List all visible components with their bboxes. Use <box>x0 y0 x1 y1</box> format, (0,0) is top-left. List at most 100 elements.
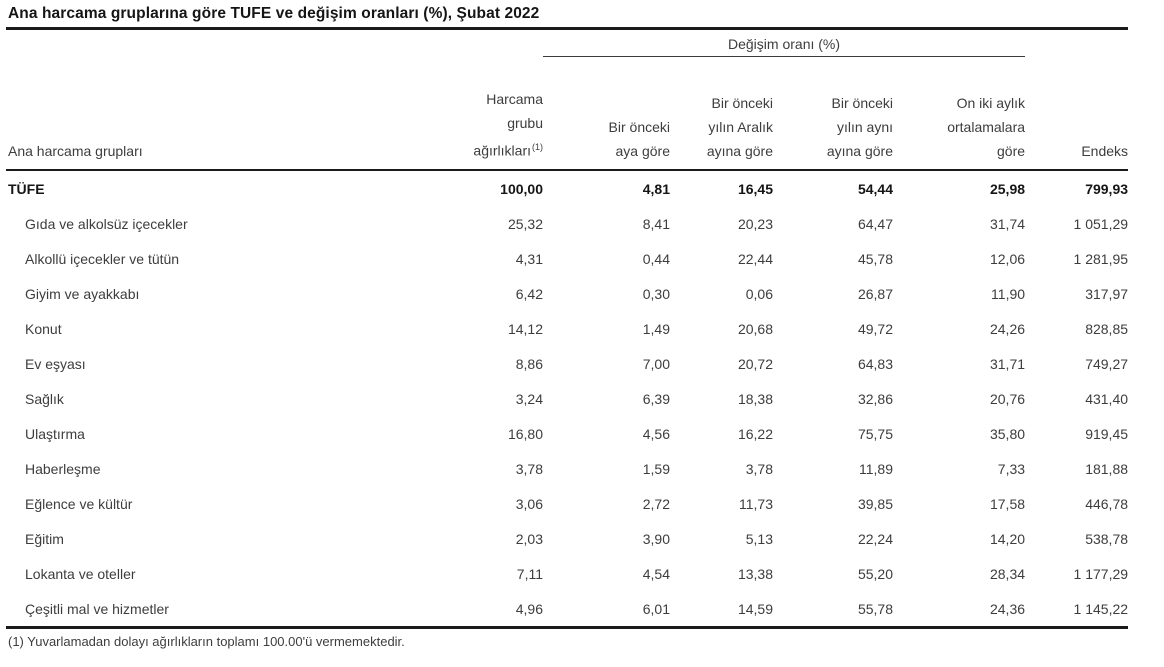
col-header-vs-december: Bir önceki yılın Aralık ayına göre <box>670 56 773 171</box>
cell-group-label: Lokanta ve oteller <box>25 565 136 582</box>
cell-vs-year-ago: 26,87 <box>857 285 893 302</box>
cell-12month-avg: 31,74 <box>989 215 1026 232</box>
group-header-spacer-left <box>6 30 543 57</box>
cell-vs-year-ago: 64,47 <box>857 215 893 232</box>
cell-12month-avg: 20,76 <box>989 390 1026 407</box>
cell-vs-year-ago: 49,72 <box>857 320 893 337</box>
cell-vs-year-ago: 75,75 <box>857 425 893 442</box>
col-header-12month-average: On iki aylık ortalamalara göre <box>893 56 1026 171</box>
table-row: Lokanta ve oteller 7,11 4,54 13,38 55,20… <box>6 556 1128 591</box>
cell-index: 317,97 <box>1085 285 1129 302</box>
cell-index: 799,93 <box>1085 180 1129 197</box>
cell-vs-december: 20,68 <box>737 320 773 337</box>
cell-index: 181,88 <box>1085 460 1129 477</box>
cell-12month-avg: 12,06 <box>989 250 1026 267</box>
cell-group-label: Konut <box>25 320 62 337</box>
cell-vs-year-ago: 45,78 <box>857 250 893 267</box>
cell-weight: 2,03 <box>515 530 543 547</box>
cell-monthly-change: 6,01 <box>642 600 670 617</box>
cell-vs-december: 16,45 <box>737 180 773 197</box>
cell-vs-december: 18,38 <box>737 390 773 407</box>
col-header-vs-year-ago: Bir önceki yılın aynı ayına göre <box>773 56 893 171</box>
col-header-index: Endeks <box>1025 56 1129 171</box>
group-header-row: Değişim oranı (%) <box>6 30 1128 57</box>
cell-monthly-change: 6,39 <box>642 390 670 407</box>
cell-vs-year-ago: 54,44 <box>857 180 893 197</box>
cell-vs-december: 22,44 <box>737 250 773 267</box>
table-row: Ev eşyası 8,86 7,00 20,72 64,83 31,71 74… <box>6 346 1128 381</box>
cell-vs-december: 5,13 <box>745 530 773 547</box>
cell-vs-december: 13,38 <box>737 565 773 582</box>
cell-group-label: Giyim ve ayakkabı <box>25 285 140 302</box>
cell-weight: 3,78 <box>515 460 543 477</box>
cell-vs-year-ago: 39,85 <box>857 495 893 512</box>
cell-12month-avg: 17,58 <box>989 495 1026 512</box>
cell-monthly-change: 4,81 <box>642 180 670 197</box>
cell-weight: 14,12 <box>507 320 543 337</box>
cell-vs-december: 0,06 <box>745 285 773 302</box>
cell-vs-year-ago: 22,24 <box>857 530 893 547</box>
cell-vs-year-ago: 32,86 <box>857 390 893 407</box>
cell-group-label: Gıda ve alkolsüz içecekler <box>25 215 188 232</box>
cell-monthly-change: 0,44 <box>642 250 670 267</box>
cell-weight: 4,96 <box>515 600 543 617</box>
cell-index: 749,27 <box>1085 355 1129 372</box>
cell-monthly-change: 1,49 <box>642 320 670 337</box>
cell-12month-avg: 11,90 <box>991 285 1026 302</box>
cell-monthly-change: 7,00 <box>642 355 670 372</box>
table-row: Eğlence ve kültür 3,06 2,72 11,73 39,85 … <box>6 486 1128 521</box>
col-header-weights-label: Harcama grubu ağırlıkları <box>473 91 543 159</box>
cell-index: 538,78 <box>1085 530 1129 547</box>
change-rate-group-header: Değişim oranı (%) <box>543 30 1026 57</box>
cell-index: 1 051,29 <box>1073 215 1129 232</box>
table-header: Değişim oranı (%) Ana harcama grupları H… <box>6 30 1129 171</box>
cell-index: 1 177,29 <box>1073 565 1129 582</box>
cell-group-label: Eğitim <box>25 530 64 547</box>
cell-weight: 6,42 <box>515 285 543 302</box>
cell-12month-avg: 24,36 <box>989 600 1026 617</box>
footnote-marker: (1) <box>532 142 543 153</box>
cell-weight: 100,00 <box>500 180 543 197</box>
cell-12month-avg: 7,33 <box>997 460 1026 477</box>
report-table-section: Ana harcama gruplarına göre TUFE ve deği… <box>6 2 1129 649</box>
table-title: Ana harcama gruplarına göre TUFE ve deği… <box>6 2 1128 30</box>
table-row: Sağlık 3,24 6,39 18,38 32,86 20,76 431,4… <box>6 381 1128 416</box>
cell-vs-december: 20,23 <box>737 215 773 232</box>
cell-monthly-change: 8,41 <box>642 215 670 232</box>
footnote: (1) Yuvarlamadan dolayı ağırlıkların top… <box>8 634 405 649</box>
cell-monthly-change: 4,56 <box>642 425 670 442</box>
table-row: Gıda ve alkolsüz içecekler 25,32 8,41 20… <box>6 206 1128 241</box>
cell-vs-year-ago: 55,78 <box>857 600 893 617</box>
col-header-monthly-change: Bir önceki aya göre <box>543 56 670 171</box>
table-row: Konut 14,12 1,49 20,68 49,72 24,26 828,8… <box>6 311 1128 346</box>
cell-monthly-change: 2,72 <box>642 495 670 512</box>
column-header-row: Ana harcama grupları Harcama grubu ağırl… <box>6 56 1129 171</box>
table-row: Çeşitli mal ve hizmetler 4,96 6,01 14,59… <box>6 591 1128 628</box>
cell-12month-avg: 31,71 <box>989 355 1026 372</box>
cell-index: 431,40 <box>1085 390 1129 407</box>
cell-12month-avg: 14,20 <box>989 530 1026 547</box>
cell-weight: 4,31 <box>515 250 543 267</box>
cell-12month-avg: 35,80 <box>989 425 1026 442</box>
cell-monthly-change: 4,54 <box>642 565 670 582</box>
cell-weight: 16,80 <box>507 425 543 442</box>
cell-monthly-change: 0,30 <box>642 285 670 302</box>
table-body: TÜFE 100,00 4,81 16,45 54,44 25,98 799,9… <box>6 170 1128 628</box>
cell-vs-year-ago: 64,83 <box>857 355 893 372</box>
cell-group-label: Çeşitli mal ve hizmetler <box>25 600 169 617</box>
cell-vs-december: 20,72 <box>737 355 773 372</box>
cell-group-label: Ev eşyası <box>25 355 86 372</box>
cell-weight: 8,86 <box>515 355 543 372</box>
cell-monthly-change: 1,59 <box>642 460 670 477</box>
cell-index: 446,78 <box>1085 495 1129 512</box>
cell-group-label: TÜFE <box>8 180 45 197</box>
table-row: TÜFE 100,00 4,81 16,45 54,44 25,98 799,9… <box>6 170 1128 206</box>
cell-weight: 7,11 <box>516 565 543 582</box>
cell-12month-avg: 24,26 <box>989 320 1026 337</box>
cell-monthly-change: 3,90 <box>642 530 670 547</box>
cell-group-label: Ulaştırma <box>25 425 85 442</box>
cell-group-label: Alkollü içecekler ve tütün <box>25 250 180 267</box>
cell-group-label: Haberleşme <box>25 460 101 477</box>
cell-index: 828,85 <box>1085 320 1129 337</box>
